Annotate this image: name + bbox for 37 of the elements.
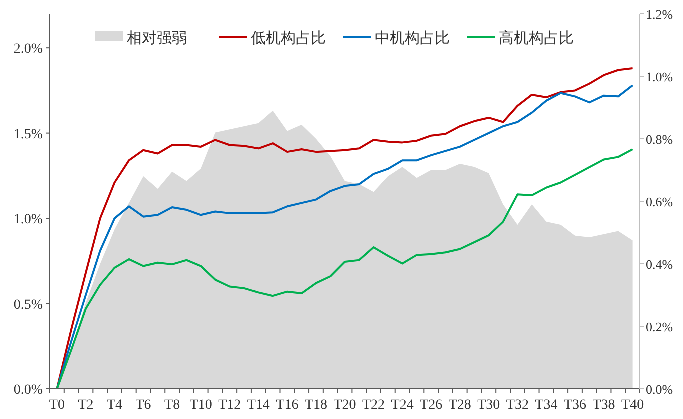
x-tick-label: T18 — [304, 398, 328, 413]
x-tick-label: T28 — [448, 398, 472, 413]
x-tick-label: T36 — [564, 398, 587, 413]
x-tick-label: T16 — [276, 398, 299, 413]
y-tick-label: 2.0% — [14, 42, 44, 58]
x-tick-label: T20 — [334, 398, 356, 413]
x-tick-label: T32 — [506, 398, 529, 413]
y2-tick-label: 0.2% — [646, 320, 674, 334]
x-tick-label: T2 — [78, 398, 94, 413]
y2-tick-label: 1.0% — [646, 70, 674, 84]
x-tick-label: T6 — [136, 398, 152, 413]
y-tick-label: 0.5% — [14, 298, 44, 313]
x-tick-label: T30 — [478, 398, 500, 413]
y2-tick-label: 0.4% — [646, 257, 674, 272]
y-tick-label: 0.0% — [14, 383, 44, 398]
y-tick-label: 1.5% — [14, 127, 44, 142]
legend-label: 低机构占比 — [251, 30, 326, 47]
x-tick-label: T12 — [218, 398, 242, 413]
legend-label: 高机构占比 — [499, 30, 574, 47]
y-tick-label: 1.0% — [14, 212, 44, 228]
x-tick-label: T22 — [362, 398, 386, 413]
y2-tick-label: 0.6% — [646, 194, 674, 210]
x-tick-label: T10 — [190, 398, 212, 413]
legend-label: 相对强弱 — [127, 30, 187, 47]
x-tick-label: T0 — [49, 398, 65, 413]
x-tick-label: T38 — [592, 398, 616, 413]
legend-label: 中机构占比 — [375, 30, 450, 47]
x-tick-label: T8 — [164, 398, 180, 413]
y2-tick-label: 0.0% — [646, 382, 674, 397]
x-tick-label: T40 — [622, 398, 644, 413]
x-tick-label: T24 — [391, 398, 414, 413]
y2-tick-label: 0.8% — [646, 132, 674, 147]
x-tick-label: T4 — [106, 398, 123, 413]
x-tick-label: T14 — [247, 398, 270, 413]
x-tick-label: T34 — [535, 398, 558, 413]
y2-tick-label: 1.2% — [646, 7, 674, 22]
x-tick-label: T26 — [420, 398, 443, 413]
